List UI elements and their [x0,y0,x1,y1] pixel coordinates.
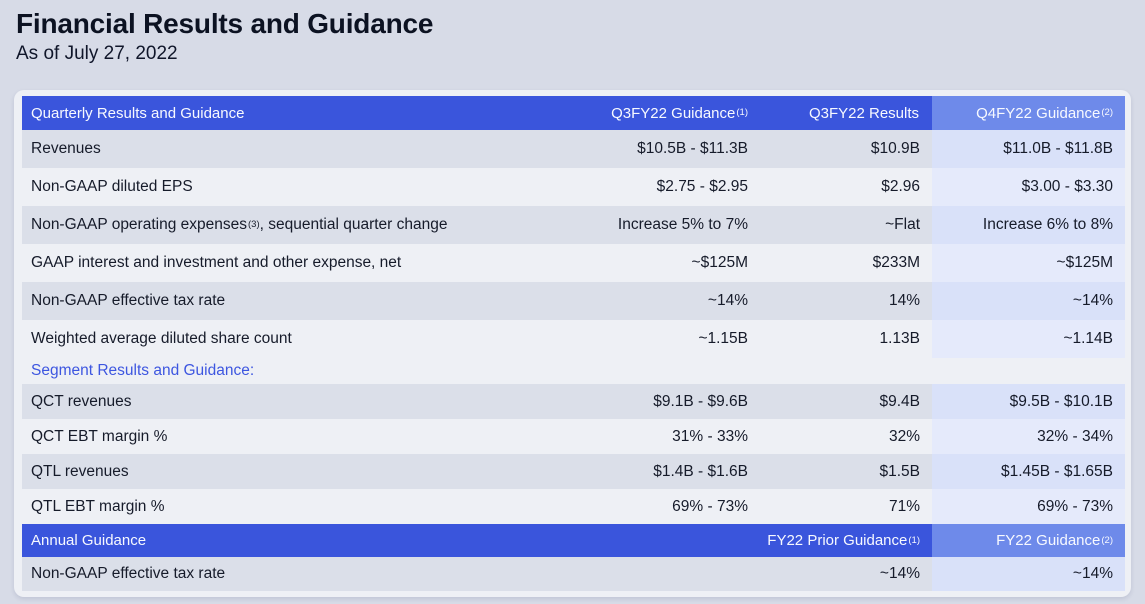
column-header-q3-results: Q3FY22 Results [808,104,919,122]
row-label: QCT EBT margin % [31,427,168,445]
table-row-qtl-revenues: QTL revenues $1.4B - $1.6B $1.5B $1.45B … [22,454,1125,489]
row-label: Weighted average diluted share count [31,330,292,347]
cell-guidance: $1.4B - $1.6B [653,462,748,480]
cell-next-guidance: Increase 6% to 8% [932,206,1125,244]
cell-guidance: $9.1B - $9.6B [653,392,748,410]
table-row-share-count: Weighted average diluted share count ~1.… [22,320,1125,358]
cell-next-guidance: $3.00 - $3.30 [932,168,1125,206]
segment-section-title: Segment Results and Guidance: [31,362,255,379]
quarterly-header-row: Quarterly Results and Guidance Q3FY22 Gu… [22,96,1125,130]
cell-results: 1.13B [879,330,920,347]
row-label: QCT revenues [31,392,132,410]
cell-results: $10.9B [870,140,920,157]
cell-results: 71% [888,497,920,515]
cell-results: $2.96 [881,178,920,195]
annual-section-title: Annual Guidance [31,532,147,549]
cell-next-guidance: $9.5B - $10.1B [932,384,1125,419]
table-row-interest: GAAP interest and investment and other e… [22,244,1125,282]
row-label: Non-GAAP operating expenses (3), sequenti… [31,216,448,233]
table-row-qtl-ebt: QTL EBT margin % 69% - 73% 71% 69% - 73% [22,489,1125,524]
page-title: Financial Results and Guidance [16,8,434,39]
row-label: Non-GAAP effective tax rate [31,565,226,582]
cell-guidance: ~1.15B [698,330,748,347]
column-header-q4-guidance: Q4FY22 Guidance (2) [932,96,1125,130]
cell-results: $233M [872,254,920,271]
cell-next-guidance: ~$125M [932,244,1125,282]
row-label: Non-GAAP effective tax rate [31,292,226,309]
row-label: QTL EBT margin % [31,497,165,515]
table-row-opex: Non-GAAP operating expenses (3), sequenti… [22,206,1125,244]
row-label: Revenues [31,140,101,157]
cell-guidance: 69% - 73% [672,497,748,515]
cell-results: ~Flat [885,216,920,233]
cell-guidance: $2.75 - $2.95 [656,178,748,195]
cell-guidance: ~14% [707,292,748,309]
column-header-fy22-prior-guidance: FY22 Prior Guidance (1) [767,532,920,549]
annual-header-spacer [570,524,760,557]
quarterly-section-title: Quarterly Results and Guidance [31,104,245,122]
cell-results: 14% [888,292,920,309]
cell-results: 32% [888,427,920,445]
cell-next-guidance: $11.0B - $11.8B [932,130,1125,168]
row-label: QTL revenues [31,462,129,480]
table-row-annual-tax-rate: Non-GAAP effective tax rate ~14% ~14% [22,557,1125,591]
table-row-qct-ebt: QCT EBT margin % 31% - 33% 32% 32% - 34% [22,419,1125,454]
cell-guidance: 31% - 33% [672,427,748,445]
cell-next-guidance: ~1.14B [932,320,1125,358]
cell-results: ~14% [879,565,920,582]
row-label: GAAP interest and investment and other e… [31,254,402,271]
cell-next-guidance: $1.45B - $1.65B [932,454,1125,489]
table-row-revenues: Revenues $10.5B - $11.3B $10.9B $11.0B -… [22,130,1125,168]
page-subtitle: As of July 27, 2022 [16,43,178,65]
row-label: Non-GAAP diluted EPS [31,178,193,195]
column-header-fy22-guidance: FY22 Guidance (2) [932,524,1125,557]
column-header-q3-guidance: Q3FY22 Guidance (1) [611,104,748,122]
cell-results: $1.5B [879,462,920,480]
table-row-qct-revenues: QCT revenues $9.1B - $9.6B $9.4B $9.5B -… [22,384,1125,419]
cell-next-guidance: ~14% [932,557,1125,591]
cell-next-guidance: 69% - 73% [932,489,1125,524]
cell-guidance: Increase 5% to 7% [617,216,748,233]
table-row-eps: Non-GAAP diluted EPS $2.75 - $2.95 $2.96… [22,168,1125,206]
table-row-tax-rate: Non-GAAP effective tax rate ~14% 14% ~14… [22,282,1125,320]
cell-guidance: ~$125M [691,254,748,271]
cell-results: $9.4B [879,392,920,410]
cell-next-guidance: 32% - 34% [932,419,1125,454]
cell-guidance: $10.5B - $11.3B [637,140,748,157]
cell-next-guidance: ~14% [932,282,1125,320]
page-header: Financial Results and Guidance As of Jul… [0,0,1145,65]
annual-header-row: Annual Guidance FY22 Prior Guidance (1) F… [22,524,1125,557]
results-card: Quarterly Results and Guidance Q3FY22 Gu… [14,90,1131,597]
cell-guidance [570,557,760,591]
